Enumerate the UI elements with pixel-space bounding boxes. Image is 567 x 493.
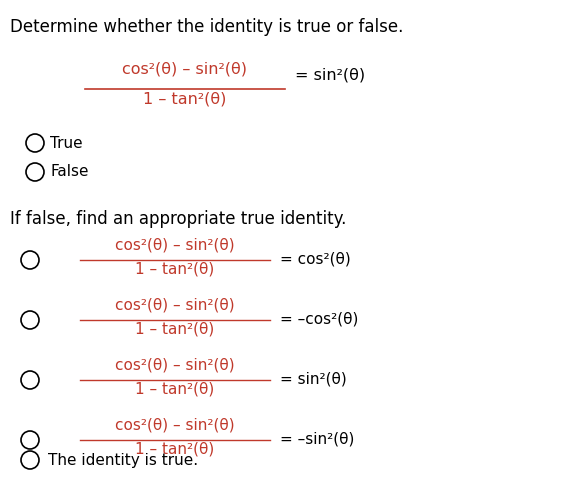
Text: Determine whether the identity is true or false.: Determine whether the identity is true o… [10,18,403,36]
Text: If false, find an appropriate true identity.: If false, find an appropriate true ident… [10,210,346,228]
Text: 1 – tan²(θ): 1 – tan²(θ) [136,442,215,457]
Text: cos²(θ) – sin²(θ): cos²(θ) – sin²(θ) [115,238,235,253]
Text: cos²(θ) – sin²(θ): cos²(θ) – sin²(θ) [115,358,235,373]
Text: cos²(θ) – sin²(θ): cos²(θ) – sin²(θ) [115,418,235,433]
Text: = –cos²(θ): = –cos²(θ) [280,312,358,326]
Text: = cos²(θ): = cos²(θ) [280,251,351,267]
Text: 1 – tan²(θ): 1 – tan²(θ) [136,262,215,277]
Text: = sin²(θ): = sin²(θ) [280,372,347,387]
Text: = –sin²(θ): = –sin²(θ) [280,431,354,447]
Text: cos²(θ) – sin²(θ): cos²(θ) – sin²(θ) [115,298,235,313]
Text: 1 – tan²(θ): 1 – tan²(θ) [143,91,227,106]
Text: = sin²(θ): = sin²(θ) [295,68,365,82]
Text: False: False [50,165,88,179]
Text: cos²(θ) – sin²(θ): cos²(θ) – sin²(θ) [122,62,248,77]
Text: 1 – tan²(θ): 1 – tan²(θ) [136,382,215,397]
Text: True: True [50,136,83,150]
Text: The identity is true.: The identity is true. [48,453,198,467]
Text: 1 – tan²(θ): 1 – tan²(θ) [136,322,215,337]
